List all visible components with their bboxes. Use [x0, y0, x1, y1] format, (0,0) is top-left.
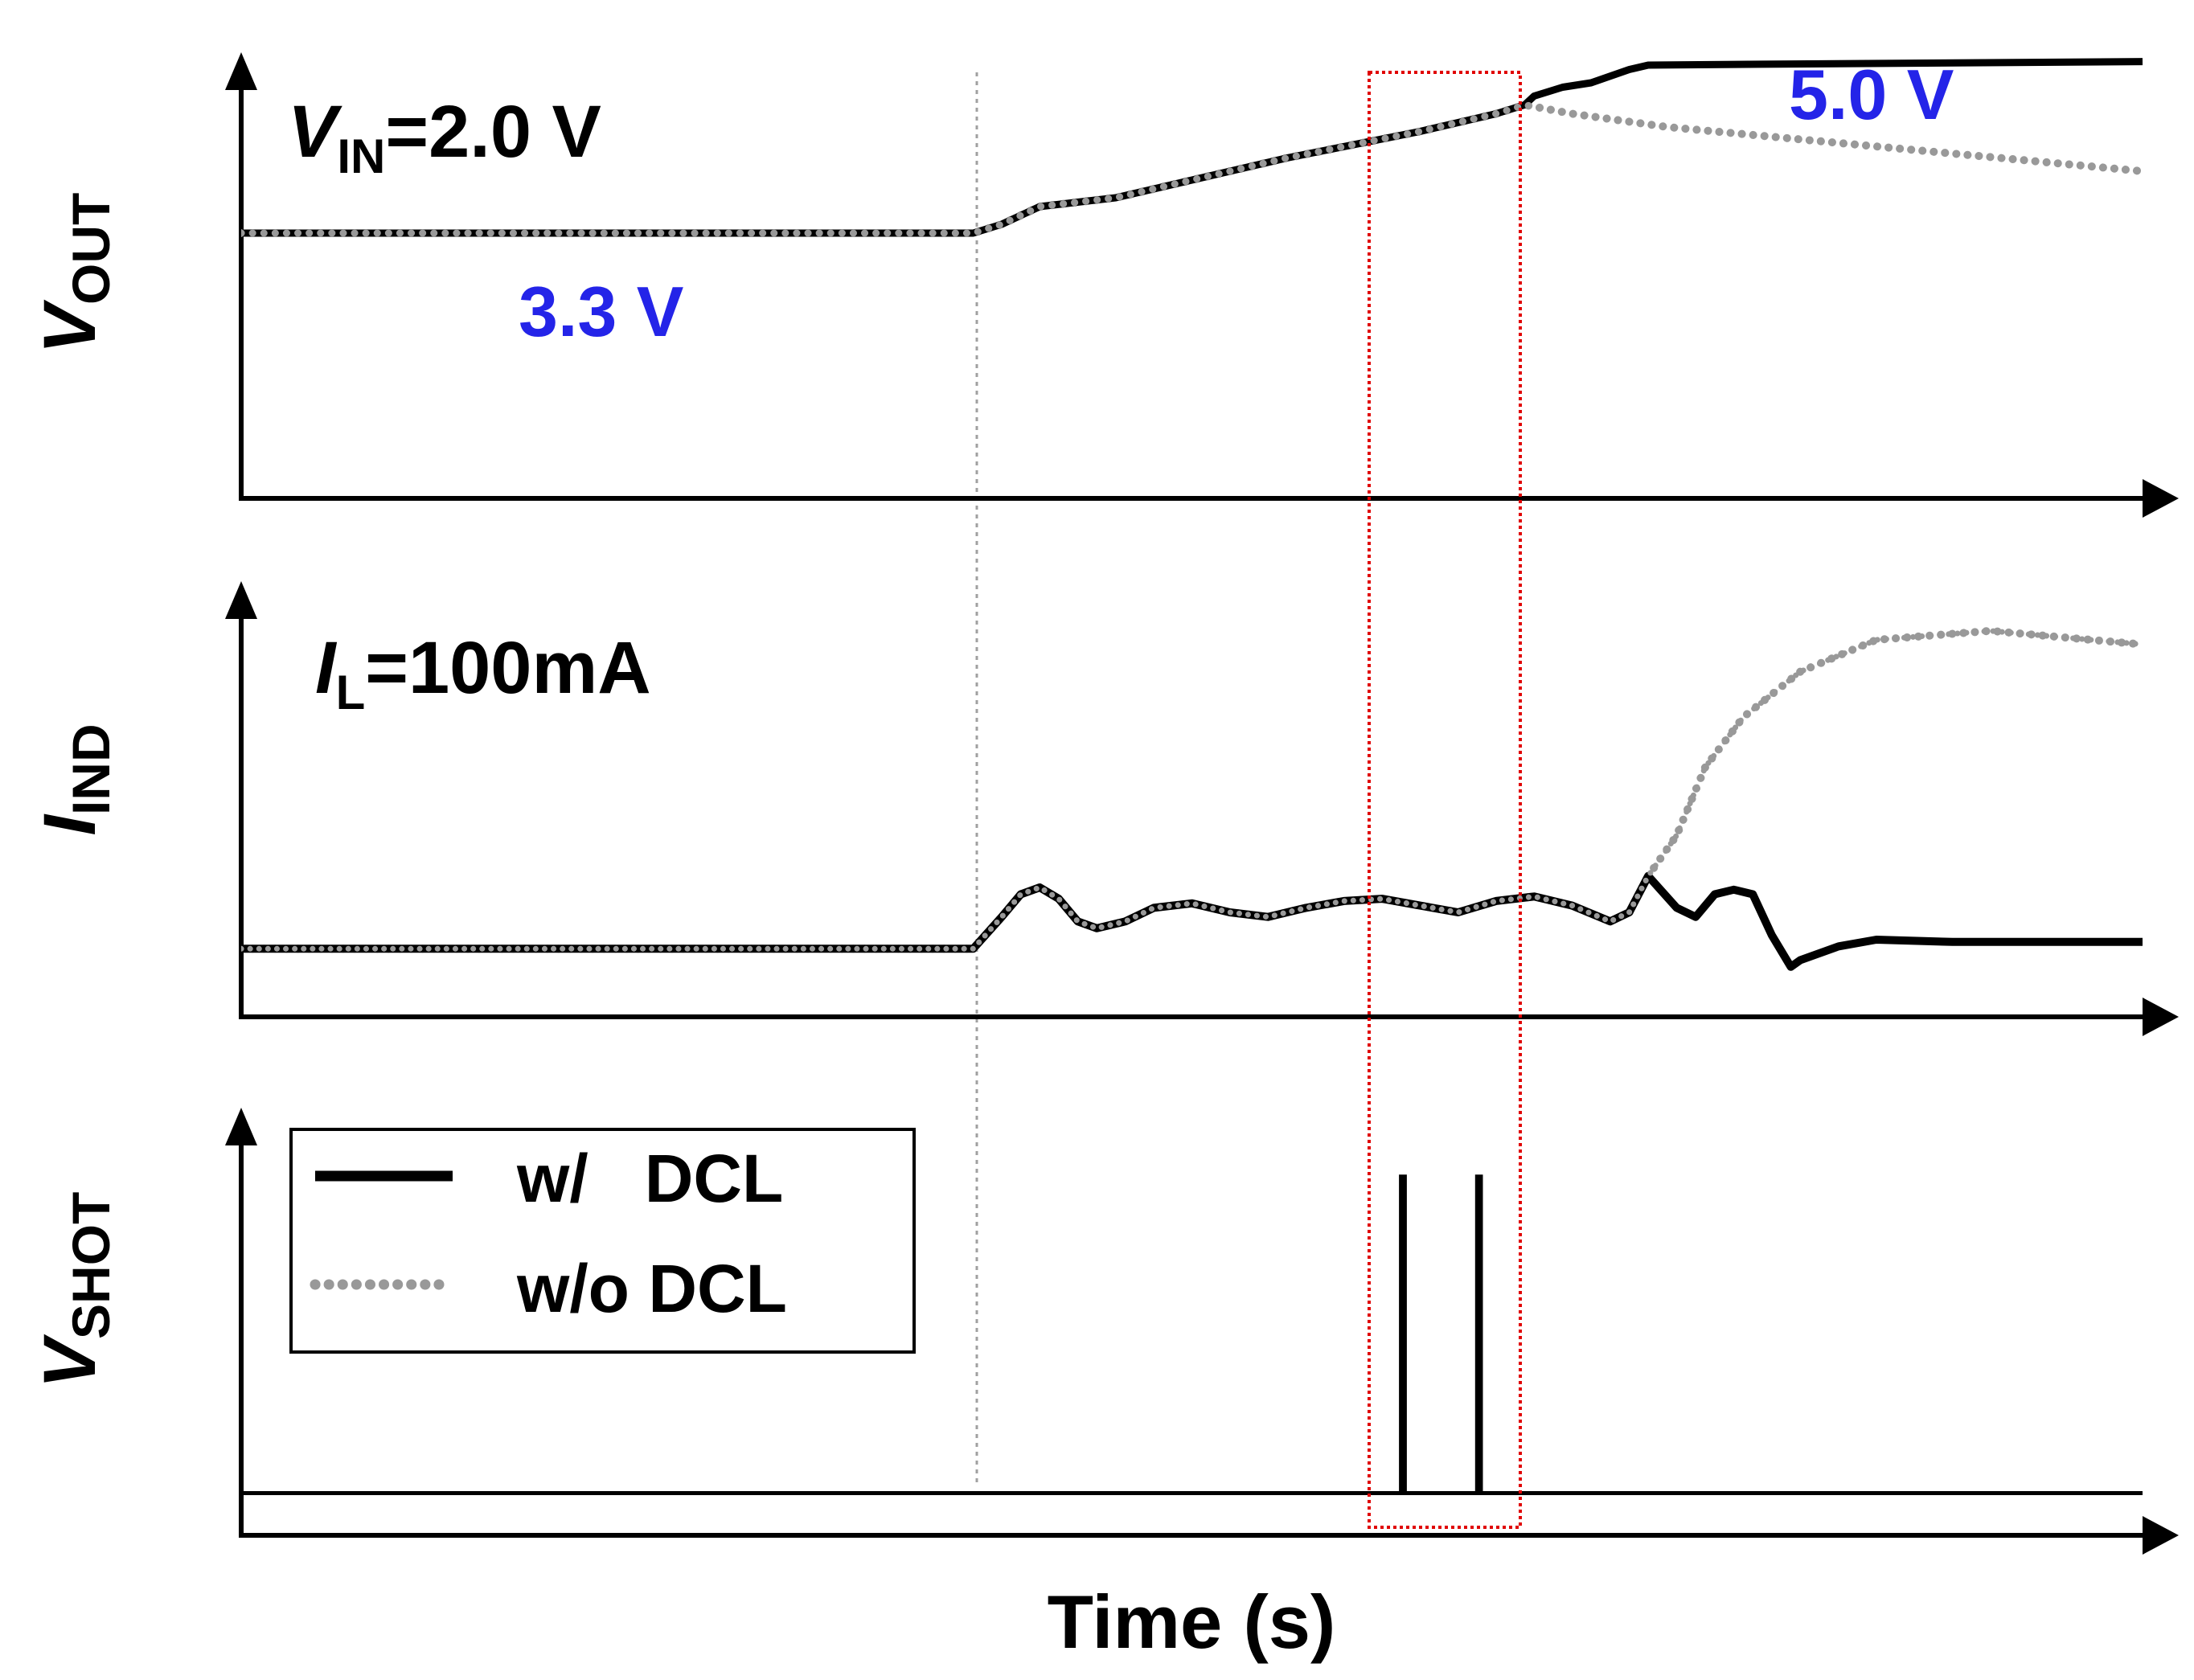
highlight-region	[1368, 71, 1522, 1529]
vshot-y-label: VSHOT	[29, 1192, 121, 1389]
iind-x-arrow	[2143, 998, 2179, 1036]
vin-note: VIN=2.0 V	[288, 91, 601, 183]
vout-series-wo-dcl-overlay	[241, 100, 2147, 237]
panel-vout: VOUT VIN=2.0 V 3.3 V 5.0 V	[29, 52, 2179, 518]
iind-series-wo-dcl-overlay	[241, 628, 2146, 952]
vout-x-arrow	[2143, 479, 2179, 518]
legend-label-wo-dcl: w/o DCL	[516, 1251, 787, 1326]
iind-y-label: IIND	[29, 723, 121, 835]
legend-box	[289, 1128, 916, 1354]
vout-y-label: VOUT	[29, 193, 121, 354]
vout-y-arrow	[225, 52, 257, 90]
panel-iind: IIND IL=100mA	[29, 581, 2179, 1036]
annotation-5v0: 5.0 V	[1789, 55, 1954, 134]
legend-label-w-dcl: w/ DCL	[516, 1141, 783, 1216]
x-axis-label: Time (s)	[1048, 1580, 1336, 1664]
vshot-series-w-dcl	[241, 1174, 2143, 1495]
annotation-3v3: 3.3 V	[519, 272, 684, 351]
panel-vshot: VSHOT w/ DCL w/o DCL	[29, 1108, 2179, 1555]
vshot-x-arrow	[2143, 1516, 2179, 1555]
il-note: IL=100mA	[315, 627, 651, 719]
iind-series-w-dcl	[241, 871, 2143, 971]
legend: w/ DCL w/o DCL	[289, 1128, 916, 1354]
vshot-y-arrow	[225, 1108, 257, 1145]
iind-y-arrow	[225, 581, 257, 619]
